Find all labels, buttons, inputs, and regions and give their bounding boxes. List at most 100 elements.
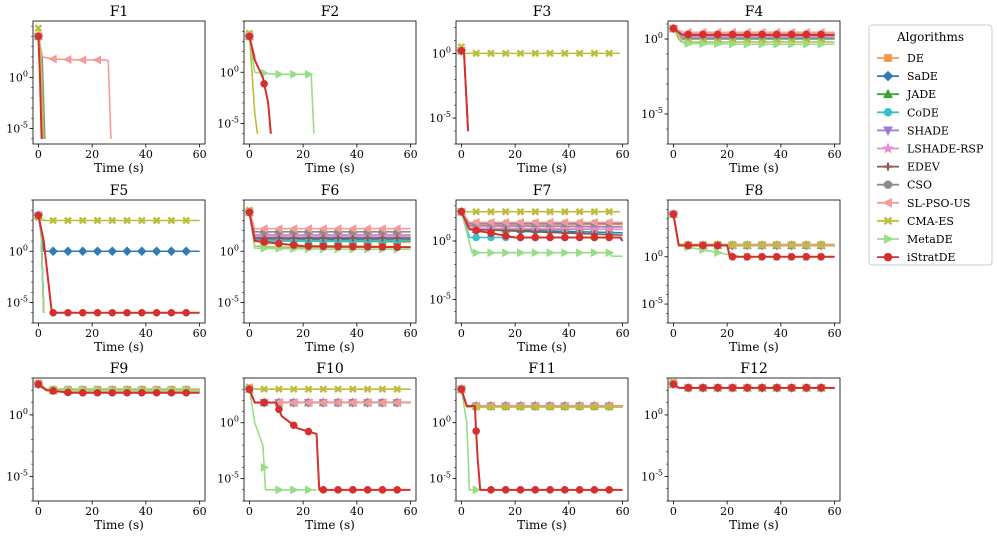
marker-sl-pso-us: [259, 224, 268, 234]
x-tick-label: 60: [193, 505, 207, 518]
marker-sade: [92, 246, 103, 257]
marker-metade: [472, 248, 482, 258]
x-tick-label: 40: [350, 505, 364, 518]
marker-istratde: [182, 308, 190, 317]
marker-cma-es: [64, 216, 72, 225]
marker-istratde: [699, 30, 707, 39]
x-tick-label: 0: [670, 148, 677, 161]
marker-sade: [166, 246, 177, 257]
y-tick-label: 10-5: [641, 296, 663, 311]
marker-sade: [48, 246, 58, 257]
plot-area: [668, 208, 835, 262]
x-tick-label: 60: [404, 327, 418, 340]
x-tick-label: 40: [774, 148, 788, 161]
y-tick-label: 100: [644, 31, 663, 46]
x-tick-label: 20: [85, 327, 99, 340]
marker-istratde: [393, 243, 401, 251]
x-tick-label: 40: [350, 327, 364, 340]
marker-sl-pso-us: [333, 224, 342, 234]
marker-istratde: [516, 233, 525, 242]
marker-cma-es: [108, 216, 117, 225]
legend-entry-code: CoDE: [877, 106, 939, 119]
marker-sl-pso-us: [288, 398, 298, 408]
marker-sl-pso-us: [333, 398, 342, 408]
x-tick-label: 40: [562, 148, 576, 161]
marker-istratde: [728, 30, 737, 39]
marker-cma-es: [152, 216, 161, 225]
marker-cma-es: [575, 403, 584, 411]
x-tick-label: 40: [562, 327, 576, 340]
marker-edev: [349, 234, 357, 242]
marker-metade: [684, 39, 694, 48]
marker-istratde: [334, 486, 342, 494]
marker-metade: [531, 248, 541, 258]
x-tick-label: 40: [139, 505, 153, 518]
marker-istratde: [108, 388, 117, 397]
marker-cma-es: [319, 385, 328, 394]
y-tick-label: 10-5: [6, 468, 28, 483]
marker-sl-pso-us: [303, 224, 312, 234]
marker-istratde: [49, 308, 57, 317]
y-tick-label: 10-5: [429, 292, 451, 307]
panel-f12: F12 0 20 40 60 Time (s) 100 10-5: [641, 361, 841, 532]
marker-istratde: [684, 384, 692, 392]
marker-istratde: [575, 233, 584, 242]
legend-marker: [882, 142, 894, 154]
x-tick-label: 20: [296, 327, 310, 340]
marker-code: [472, 233, 480, 242]
marker-sl-pso-us: [62, 55, 72, 64]
panel-title: F11: [528, 361, 556, 377]
marker-istratde: [93, 388, 102, 397]
marker-cma-es: [560, 49, 569, 58]
marker-metade: [546, 248, 556, 258]
legend-marker: [884, 234, 894, 244]
marker-istratde: [393, 486, 401, 494]
marker-cma-es: [348, 385, 357, 394]
axes-frame: [243, 20, 417, 145]
marker-istratde: [349, 486, 357, 494]
marker-cma-es: [743, 240, 752, 249]
marker-istratde: [802, 252, 811, 261]
x-tick-label: 60: [404, 148, 418, 161]
marker-sl-pso-us: [347, 224, 357, 234]
marker-sl-pso-us: [589, 217, 598, 227]
x-tick-label: 20: [720, 148, 734, 161]
axes-frame: [243, 377, 417, 502]
x-tick-label: 0: [246, 148, 253, 161]
panel-title: F9: [110, 361, 129, 377]
marker-istratde: [669, 380, 678, 388]
marker-metade: [472, 485, 482, 495]
marker-metade: [260, 463, 270, 472]
marker-cma-es: [605, 207, 614, 216]
marker-edev: [290, 234, 298, 242]
y-tick-label: 10-5: [6, 121, 28, 136]
marker-metade: [758, 39, 768, 49]
marker-sade: [122, 246, 132, 257]
panel-title: F4: [745, 4, 764, 20]
panel-f4: F4 0 20 40 60 Time (s) 100 10-5: [641, 4, 841, 175]
legend-label: JADE: [906, 88, 936, 101]
marker-cma-es: [182, 216, 191, 225]
marker-sade: [151, 246, 162, 257]
legend-marker: [883, 126, 893, 136]
x-tick-label: 20: [720, 327, 734, 340]
marker-cma-es: [304, 385, 313, 394]
x-axis-label: Time (s): [94, 340, 144, 354]
marker-sl-pso-us: [392, 224, 401, 234]
axes-frame: [455, 199, 629, 324]
y-tick-label: 100: [9, 243, 28, 258]
marker-sl-pso-us: [318, 224, 327, 234]
legend-marker: [884, 54, 892, 62]
marker-cma-es: [516, 49, 525, 58]
panel-f3: F3 0 20 40 60 Time (s) 100 10-5: [429, 4, 629, 175]
marker-cma-es: [93, 216, 102, 225]
x-axis-label: Time (s): [305, 340, 355, 354]
series-line-istratde: [248, 36, 272, 134]
marker-cma-es: [516, 207, 525, 216]
marker-istratde: [713, 30, 722, 39]
marker-cma-es: [575, 207, 584, 216]
marker-istratde: [245, 32, 254, 41]
legend-marker: [883, 252, 893, 262]
legend-entry-sade: SaDE: [877, 70, 938, 83]
